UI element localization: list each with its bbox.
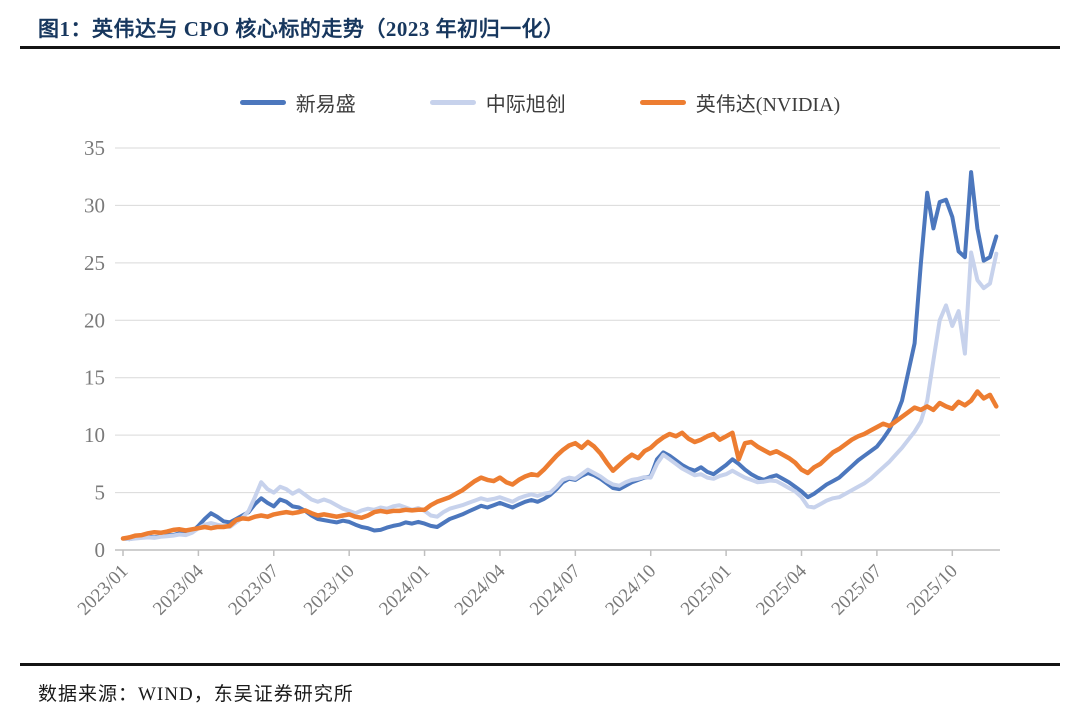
x-axis-tick-label: 2024/01 bbox=[375, 561, 434, 620]
x-axis-tick-label: 2024/04 bbox=[451, 560, 510, 619]
legend-item-3: 英伟达(NVIDIA) bbox=[639, 88, 841, 117]
x-axis-tick-label: 2025/04 bbox=[752, 560, 811, 619]
legend-line-swatch-icon bbox=[429, 100, 476, 105]
series-line-2 bbox=[121, 250, 999, 542]
title-divider bbox=[20, 46, 1060, 49]
x-axis-tick-label: 2023/01 bbox=[74, 561, 133, 620]
x-axis-tick-label: 2024/07 bbox=[526, 561, 585, 620]
y-axis-tick-label: 0 bbox=[95, 538, 106, 562]
legend-label: 中际旭创 bbox=[485, 94, 566, 116]
y-axis-tick-label: 10 bbox=[84, 423, 105, 447]
legend-label: 英伟达(NVIDIA) bbox=[695, 94, 841, 116]
figure-title: 图1：英伟达与 CPO 核心标的走势（2023 年初归一化） bbox=[38, 17, 565, 41]
x-axis-tick-label: 2024/10 bbox=[601, 561, 660, 620]
footer-divider bbox=[20, 663, 1060, 666]
x-axis-tick-label: 2025/10 bbox=[903, 561, 962, 620]
legend-line-swatch-icon bbox=[639, 100, 686, 105]
legend-item-1: 新易盛 bbox=[239, 88, 356, 117]
x-axis-tick-label: 2023/07 bbox=[224, 561, 283, 620]
y-axis-tick-label: 25 bbox=[84, 251, 105, 275]
x-axis-tick-label: 2025/07 bbox=[828, 561, 887, 620]
data-source-note: 数据来源：WIND，东吴证券研究所 bbox=[38, 684, 354, 705]
y-axis-tick-label: 35 bbox=[84, 136, 105, 160]
legend-item-2: 中际旭创 bbox=[429, 88, 566, 117]
y-axis-tick-label: 20 bbox=[84, 308, 105, 332]
chart-legend: 新易盛 中际旭创 英伟达(NVIDIA) bbox=[0, 88, 1080, 117]
x-axis-tick-label: 2025/01 bbox=[677, 561, 736, 620]
y-axis-tick-label: 5 bbox=[95, 481, 106, 505]
x-axis-tick-label: 2023/04 bbox=[149, 560, 208, 619]
x-axis-tick-label: 2023/10 bbox=[300, 561, 359, 620]
y-axis-tick-label: 30 bbox=[84, 193, 105, 217]
legend-label: 新易盛 bbox=[295, 94, 356, 116]
legend-line-swatch-icon bbox=[239, 100, 286, 105]
y-axis-tick-label: 15 bbox=[84, 366, 105, 390]
series-line-3 bbox=[120, 389, 999, 541]
